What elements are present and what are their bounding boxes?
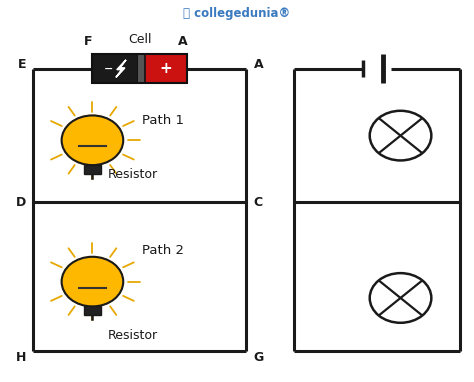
Text: Path 1: Path 1	[142, 114, 184, 127]
Circle shape	[62, 257, 123, 306]
Text: +: +	[159, 61, 172, 76]
Text: C: C	[254, 196, 263, 209]
Text: Path 2: Path 2	[142, 244, 184, 257]
Polygon shape	[116, 60, 126, 77]
Circle shape	[62, 115, 123, 165]
Circle shape	[370, 111, 431, 160]
Text: D: D	[16, 196, 26, 209]
FancyBboxPatch shape	[92, 55, 138, 83]
Text: E: E	[18, 58, 26, 71]
Text: Cell: Cell	[128, 33, 152, 46]
Text: −: −	[104, 64, 113, 74]
FancyBboxPatch shape	[145, 55, 187, 83]
Text: F: F	[83, 35, 92, 48]
FancyBboxPatch shape	[84, 306, 101, 315]
FancyBboxPatch shape	[84, 165, 101, 174]
Circle shape	[370, 273, 431, 323]
Text: 🧑 collegedunia®: 🧑 collegedunia®	[183, 7, 291, 20]
Text: A: A	[254, 58, 263, 71]
Text: A: A	[178, 35, 187, 48]
Text: H: H	[16, 351, 26, 364]
Text: Resistor: Resistor	[108, 168, 158, 181]
Text: G: G	[254, 351, 264, 364]
Text: Resistor: Resistor	[108, 329, 158, 342]
FancyBboxPatch shape	[138, 55, 145, 83]
